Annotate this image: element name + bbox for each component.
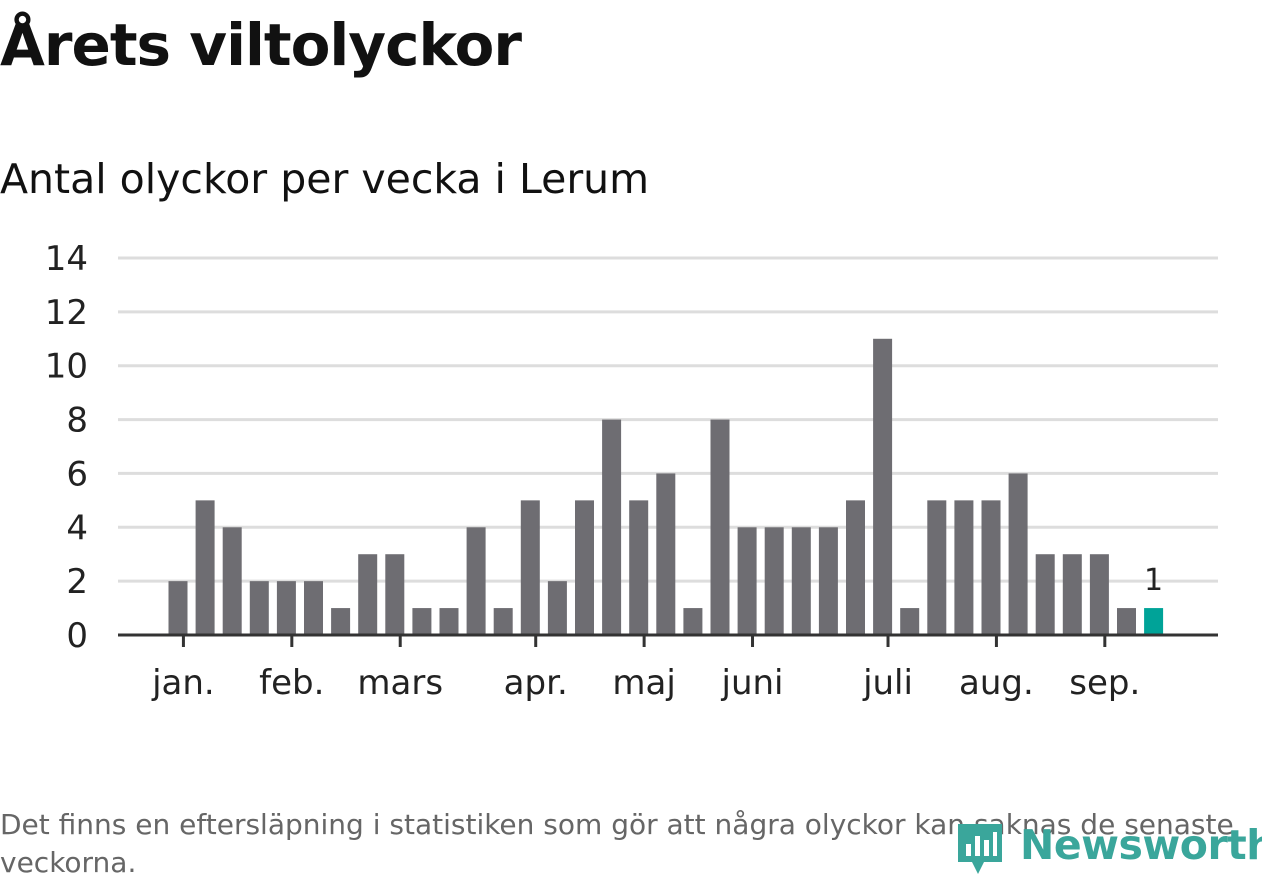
bar: [737, 527, 757, 635]
x-tick-label: feb.: [259, 663, 324, 703]
bar: [927, 500, 947, 635]
y-tick-label: 8: [66, 401, 88, 441]
bar: [168, 581, 188, 635]
bar: [683, 608, 703, 635]
x-axis-ticks: jan. feb. mars apr. maj juni juli aug. sep.: [151, 635, 1140, 703]
bar: [764, 527, 784, 635]
bar: [656, 473, 676, 635]
bar: [412, 608, 432, 635]
bar: [818, 527, 838, 635]
footnote: Det finns en eftersläpning i statistiken…: [0, 808, 1234, 879]
bar: [1062, 554, 1082, 635]
y-tick-label: 10: [45, 347, 88, 387]
bar: [1035, 554, 1055, 635]
bar: [981, 500, 1001, 635]
bar: [954, 500, 974, 635]
bar: [710, 419, 730, 635]
y-tick-label: 2: [66, 562, 88, 602]
bar: [493, 608, 513, 635]
bar: [249, 581, 269, 635]
bar: [276, 581, 296, 635]
bar: [547, 581, 567, 635]
bar: [439, 608, 459, 635]
x-tick-label: mars: [357, 663, 443, 703]
chart-title: Årets viltolyckor: [0, 11, 522, 79]
bars: [168, 338, 1164, 635]
x-tick-label: aug.: [959, 663, 1034, 703]
bar: [1117, 608, 1136, 635]
bar: [629, 500, 649, 635]
bar: [331, 608, 351, 635]
bar: [791, 527, 811, 635]
bar: [900, 608, 920, 635]
bar: [575, 500, 594, 635]
y-tick-label: 0: [66, 616, 88, 656]
logo-text: Newsworthy: [1020, 821, 1262, 869]
x-tick-label: jan.: [151, 663, 215, 703]
bar-chart: 0 2 4 6 8 10 12 14 jan. feb. mars apr. maj juni juli a…: [45, 239, 1218, 703]
bar: [466, 527, 486, 635]
chart-subtitle: Antal olyckor per vecka i Lerum: [0, 155, 650, 203]
bar: [195, 500, 215, 635]
bar: [1008, 473, 1028, 635]
newsworthy-logo: Newsworthy: [950, 818, 1262, 878]
bar-highlight: [1144, 608, 1164, 635]
bar: [602, 419, 622, 635]
x-tick-label: juli: [862, 663, 913, 703]
bar: [358, 554, 378, 635]
y-tick-label: 14: [45, 239, 88, 279]
bar: [846, 500, 865, 635]
x-tick-label: apr.: [504, 663, 568, 703]
y-axis-ticks: 0 2 4 6 8 10 12 14: [45, 239, 88, 656]
x-tick-label: juni: [721, 663, 784, 703]
bar: [222, 527, 242, 635]
y-tick-label: 6: [66, 454, 88, 494]
x-tick-label: sep.: [1069, 663, 1140, 703]
x-tick-label: maj: [612, 663, 675, 703]
bar: [873, 338, 893, 635]
bar: [520, 500, 540, 635]
y-tick-label: 4: [66, 508, 88, 548]
bar: [1089, 554, 1109, 635]
data-label: 1: [1144, 563, 1163, 598]
y-tick-label: 12: [45, 293, 88, 333]
bar: [304, 581, 323, 635]
bar-chart-logo-icon: [958, 824, 1002, 874]
data-labels: 1: [1144, 563, 1163, 598]
bar: [385, 554, 405, 635]
